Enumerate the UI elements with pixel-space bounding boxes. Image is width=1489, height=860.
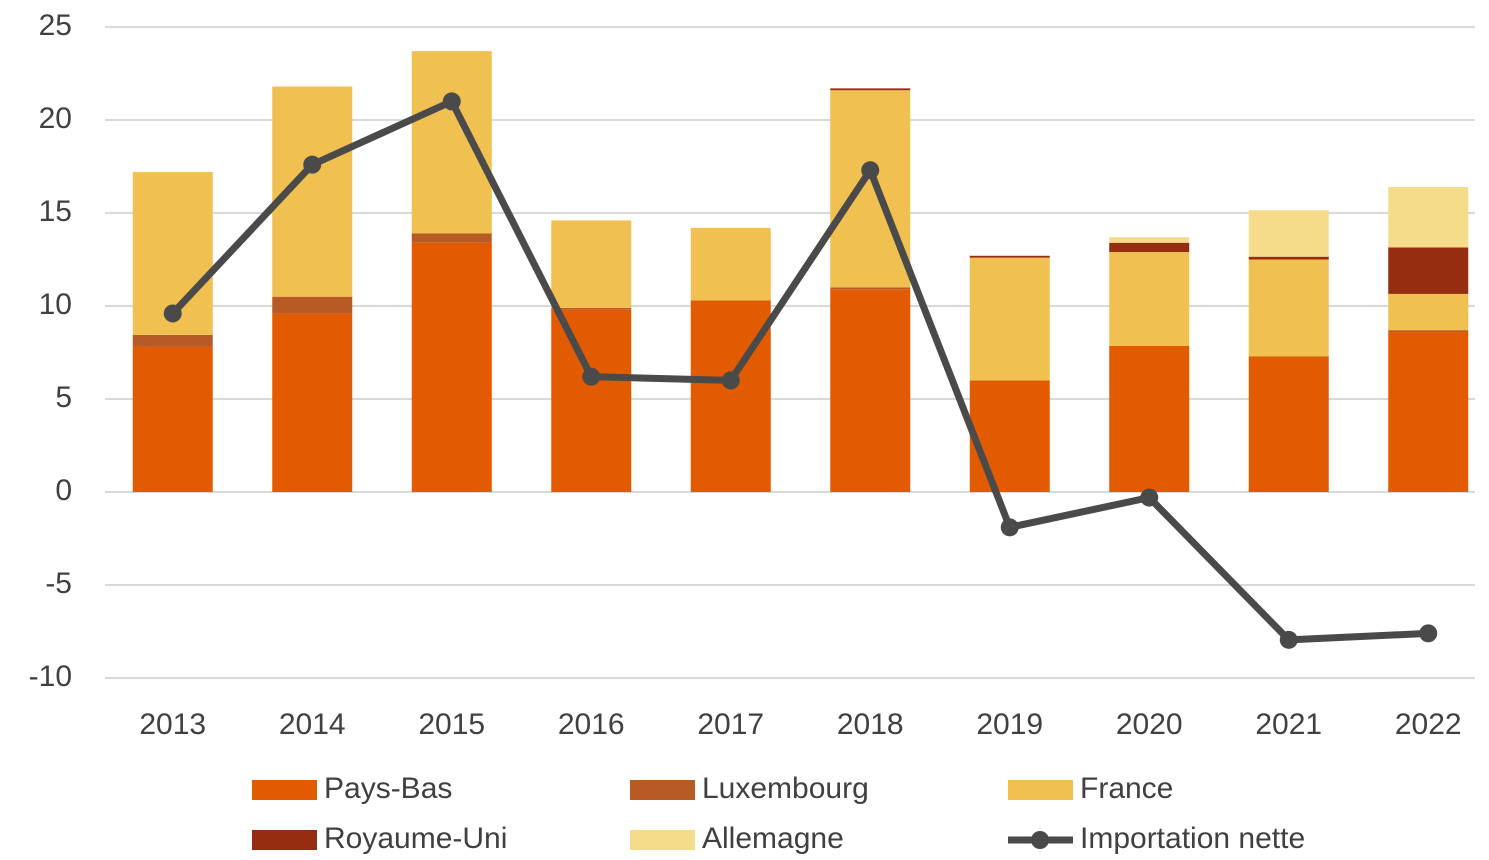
line-point <box>721 371 740 390</box>
bar-segment <box>411 242 492 492</box>
bar-segment <box>551 307 632 310</box>
bar-segment <box>132 334 213 347</box>
x-tick-label: 2013 <box>139 708 206 741</box>
bar-segment <box>969 255 1050 258</box>
bar-segment <box>690 300 771 492</box>
x-tick-label: 2021 <box>1255 708 1322 741</box>
legend-swatch <box>252 780 317 800</box>
legend-label: Luxembourg <box>702 772 869 805</box>
y-tick-label: 15 <box>39 195 72 228</box>
bar-segment <box>551 309 632 492</box>
line-point <box>1419 624 1438 643</box>
line-point <box>1140 488 1159 507</box>
legend-label: Pays-Bas <box>324 772 452 805</box>
legend-swatch <box>1031 831 1049 849</box>
bar-segment <box>132 346 213 492</box>
x-tick-label: 2020 <box>1116 708 1183 741</box>
bar-segment <box>830 287 911 290</box>
line-point <box>442 92 461 111</box>
x-tick-label: 2014 <box>279 708 346 741</box>
bar-segment <box>1248 210 1329 257</box>
bar-segment <box>272 296 353 314</box>
y-tick-label: -5 <box>45 567 72 600</box>
x-tick-label: 2018 <box>837 708 904 741</box>
x-tick-label: 2017 <box>697 708 764 741</box>
bar-segment <box>1109 237 1190 243</box>
legend-label: France <box>1080 772 1173 805</box>
bar-segment <box>1248 259 1329 357</box>
bar-segment <box>1109 252 1190 346</box>
bar-segment <box>1109 242 1190 253</box>
bar-segment <box>272 313 353 492</box>
line-point <box>582 367 601 386</box>
bar-segment <box>1388 332 1469 492</box>
bar-segment <box>690 227 771 301</box>
bar-segment <box>411 233 492 243</box>
bar-segment <box>1388 330 1469 333</box>
y-tick-label: -10 <box>29 660 72 693</box>
legend-label: Allemagne <box>702 822 844 855</box>
legend-swatch <box>630 780 695 800</box>
y-tick-label: 0 <box>55 474 72 507</box>
bar-segment <box>830 289 911 492</box>
x-tick-label: 2019 <box>976 708 1043 741</box>
y-tick-label: 10 <box>39 288 72 321</box>
bar-segment <box>1388 247 1469 294</box>
legend-label: Royaume-Uni <box>324 822 507 855</box>
x-tick-label: 2016 <box>558 708 625 741</box>
line-point <box>1000 518 1019 537</box>
y-tick-label: 5 <box>55 381 72 414</box>
y-tick-label: 25 <box>39 9 72 42</box>
bar-segment <box>1388 293 1469 331</box>
line-point <box>1279 630 1298 649</box>
legend-label: Importation nette <box>1080 822 1305 855</box>
bar-segment <box>969 380 1050 492</box>
bar-segment <box>1248 356 1329 492</box>
legend-swatch <box>630 830 695 850</box>
bar-segment <box>830 90 911 288</box>
line-point <box>163 304 182 323</box>
y-tick-label: 20 <box>39 102 72 135</box>
legend-swatch <box>252 830 317 850</box>
line-point <box>861 161 880 180</box>
x-tick-label: 2015 <box>418 708 485 741</box>
legend-swatch <box>1008 780 1073 800</box>
bar-segment <box>1248 256 1329 260</box>
bar-segment <box>969 257 1050 381</box>
line-point <box>303 155 322 174</box>
bar-segment <box>1109 345 1190 492</box>
bar-segment <box>551 220 632 308</box>
bar-segment <box>830 88 911 91</box>
x-tick-label: 2022 <box>1395 708 1462 741</box>
bar-segment <box>411 51 492 234</box>
bar-segment <box>1388 186 1469 248</box>
line <box>170 97 1429 644</box>
